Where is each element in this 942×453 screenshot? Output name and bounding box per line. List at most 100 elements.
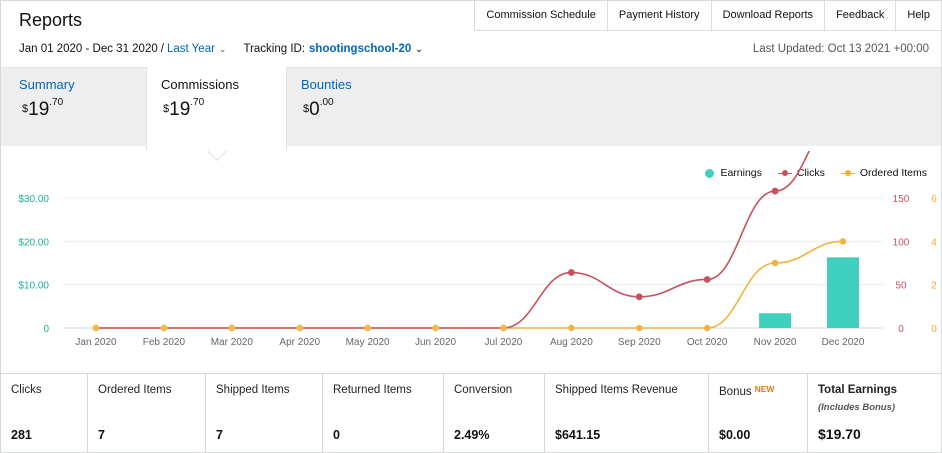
- currency-symbol: $: [22, 103, 29, 115]
- stat-label: Bonus NEW: [719, 384, 774, 398]
- legend-earnings-label: Earnings: [720, 167, 762, 179]
- tab-bounties-label: Bounties: [301, 77, 352, 92]
- tab-summary[interactable]: Summary $19.70: [19, 68, 129, 147]
- x-axis-tick-label: Dec 2020: [822, 337, 865, 348]
- tab-bounties-amount: $0.00: [303, 97, 334, 121]
- right-axis-ordered-tick-label: 0: [931, 324, 937, 335]
- stat-label: Total Earnings: [818, 384, 898, 396]
- stat-bonus: Bonus NEW $0.00: [709, 374, 808, 453]
- x-axis-tick-label: Aug 2020: [550, 337, 593, 348]
- ordered-items-point: [771, 259, 779, 267]
- x-axis-tick-label: Mar 2020: [211, 337, 254, 348]
- right-axis-ordered-tick-label: 4: [931, 237, 937, 248]
- amount-fraction: .00: [319, 97, 334, 108]
- stats-bar: Clicks 281 Ordered Items 7 Shipped Items…: [1, 373, 941, 453]
- ordered-items-point: [500, 324, 507, 332]
- earnings-bar: [827, 257, 859, 328]
- legend-clicks[interactable]: Clicks: [777, 167, 825, 179]
- ordered-items-point: [364, 324, 372, 332]
- top-nav: Commission Schedule Payment History Down…: [474, 1, 941, 31]
- period-preset-dropdown[interactable]: Last Year ⌄: [167, 43, 227, 55]
- clicks-line: [95, 151, 811, 329]
- chevron-down-icon: ⌄: [415, 44, 423, 54]
- currency-symbol: $: [303, 103, 310, 115]
- tab-summary-label: Summary: [19, 77, 75, 92]
- currency-symbol: $: [163, 103, 170, 115]
- tab-commissions[interactable]: Commissions $19.70: [146, 67, 287, 161]
- ordered-items-point: [568, 324, 575, 332]
- legend-ordered-items-label: Ordered Items: [859, 167, 927, 179]
- help-button[interactable]: Help: [907, 9, 930, 21]
- new-badge: NEW: [754, 384, 775, 394]
- stat-value: 2.49%: [454, 428, 490, 442]
- legend-clicks-label: Clicks: [796, 167, 825, 179]
- x-axis-tick-label: Feb 2020: [143, 337, 186, 348]
- left-axis-tick-label: $20.00: [18, 237, 49, 248]
- x-axis-tick-label: Sep 2020: [618, 337, 661, 348]
- date-range-separator: /: [160, 43, 164, 55]
- stat-label: Returned Items: [333, 384, 412, 396]
- stat-clicks: Clicks 281: [1, 374, 88, 453]
- chevron-down-icon: ⌄: [218, 44, 227, 54]
- stat-label: Shipped Items: [216, 384, 290, 396]
- right-axis-ordered-tick-label: 6: [931, 194, 937, 205]
- commission-schedule-button[interactable]: Commission Schedule: [475, 1, 608, 30]
- period-preset-label: Last Year: [166, 43, 215, 55]
- report-tabs: Summary $19.70 Commissions $19.70 Bounti…: [1, 67, 941, 161]
- x-axis-tick-label: Jan 2020: [75, 337, 117, 348]
- stat-label: Ordered Items: [98, 384, 172, 396]
- right-axis-clicks-tick-label: 50: [895, 281, 907, 292]
- x-axis-tick-label: Nov 2020: [754, 337, 797, 348]
- x-axis-tick-label: May 2020: [346, 337, 390, 348]
- stat-label: Conversion: [454, 384, 513, 396]
- feedback-button[interactable]: Feedback: [825, 1, 897, 30]
- right-axis-clicks-tick-label: 150: [893, 194, 910, 205]
- x-axis-tick-label: Jul 2020: [485, 337, 523, 348]
- ordered-items-point: [839, 238, 847, 245]
- payment-history-button[interactable]: Payment History: [608, 1, 712, 30]
- ordered-items-point: [92, 324, 100, 332]
- stat-value: 7: [216, 428, 223, 442]
- amount-fraction: .70: [49, 97, 64, 108]
- stat-sublabel: (Includes Bonus): [818, 402, 896, 413]
- chart-legend: Earnings Clicks Ordered Items: [689, 167, 927, 179]
- stat-value: $0.00: [719, 428, 751, 442]
- tab-commissions-label: Commissions: [161, 77, 240, 92]
- right-axis-clicks-tick-label: 100: [893, 237, 910, 248]
- ordered-items-point: [228, 324, 236, 332]
- ordered-items-point: [296, 324, 304, 332]
- right-axis-ordered-tick-label: 2: [931, 281, 937, 292]
- clicks-point: [635, 293, 643, 301]
- stat-value: $641.15: [555, 428, 601, 442]
- date-range-text: Jan 01 2020 - Dec 31 2020: [19, 43, 158, 55]
- amount-whole: 19: [28, 99, 50, 120]
- tracking-id-dropdown[interactable]: shootingschool-20 ⌄: [309, 43, 423, 55]
- clicks-point: [567, 269, 575, 276]
- tracking-id-value: shootingschool-20: [309, 43, 412, 55]
- legend-ordered-items[interactable]: Ordered Items: [840, 167, 927, 179]
- stat-label: Shipped Items Revenue: [555, 384, 678, 396]
- stat-shipped-items: Shipped Items 7: [206, 374, 323, 453]
- x-axis-tick-label: Jun 2020: [415, 337, 457, 348]
- ordered-items-point: [160, 324, 168, 332]
- tab-bounties[interactable]: Bounties $0.00: [301, 68, 411, 147]
- commissions-chart: Earnings Clicks Ordered Items $30.00 150 6…: [1, 151, 941, 366]
- legend-earnings[interactable]: Earnings: [705, 167, 762, 179]
- stat-value: 7: [98, 428, 105, 442]
- left-axis-tick-label: $30.00: [18, 194, 49, 205]
- stat-value: 281: [11, 428, 32, 442]
- tab-summary-amount: $19.70: [22, 97, 63, 121]
- right-axis-clicks-tick-label: 0: [898, 324, 904, 335]
- stat-total-earnings: Total Earnings (Includes Bonus) $19.70: [808, 374, 941, 453]
- amount-whole: 0: [309, 99, 320, 120]
- stat-shipped-items-revenue: Shipped Items Revenue $641.15: [545, 374, 709, 453]
- earnings-bar: [759, 313, 792, 328]
- stat-ordered-items: Ordered Items 7: [88, 374, 206, 453]
- clicks-point: [771, 187, 779, 195]
- tab-commissions-amount: $19.70: [163, 97, 204, 121]
- download-reports-button[interactable]: Download Reports: [712, 1, 826, 30]
- stat-conversion: Conversion 2.49%: [444, 374, 545, 453]
- chart-plot-area: $30.00 150 6 $20.00 100 4 $10.00 50 2 0 0 0 Jan 2020…: [18, 151, 937, 348]
- ordered-items-point: [703, 324, 711, 332]
